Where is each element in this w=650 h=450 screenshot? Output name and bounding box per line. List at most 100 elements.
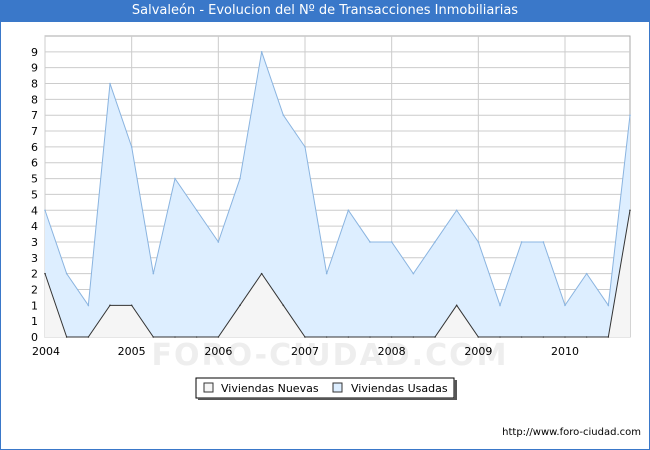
series-area-0 <box>45 210 630 337</box>
data-point <box>282 304 285 307</box>
legend-swatch-nuevas <box>203 382 214 393</box>
data-point <box>477 336 480 338</box>
data-point <box>477 241 480 243</box>
data-point <box>260 272 263 275</box>
data-point <box>195 209 198 212</box>
legend-label-nuevas: Viviendas Nuevas <box>221 382 319 395</box>
data-point <box>499 336 501 338</box>
legend-swatch-usadas <box>332 382 343 393</box>
data-point <box>542 336 545 338</box>
footer-url: http://www.foro-ciudad.com <box>502 427 641 438</box>
data-point <box>174 177 176 180</box>
data-point <box>239 177 241 180</box>
data-point <box>65 272 68 275</box>
y-tick-label: 1 <box>31 299 38 312</box>
data-point <box>152 336 155 338</box>
data-point <box>239 304 241 307</box>
watermark: FORO-CIUDAD.COM <box>152 338 509 373</box>
y-tick-label: 6 <box>31 141 38 154</box>
data-point <box>282 114 285 117</box>
data-point <box>109 304 111 307</box>
y-tick-label: 2 <box>31 268 38 281</box>
data-point <box>629 114 631 117</box>
data-point <box>455 209 458 212</box>
y-tick-label: 7 <box>31 109 38 122</box>
data-point <box>564 304 566 307</box>
data-point <box>520 241 523 243</box>
y-tick-label: 2 <box>31 283 38 296</box>
data-point <box>347 336 350 338</box>
series-layer <box>44 51 631 338</box>
y-tick-label: 1 <box>31 315 38 328</box>
data-point <box>412 272 415 275</box>
data-point <box>130 146 133 148</box>
data-point <box>455 304 458 307</box>
data-point <box>585 272 588 275</box>
x-tick-label: 2006 <box>204 345 232 358</box>
legend-shadow <box>454 380 457 400</box>
x-tick-label: 2009 <box>464 345 492 358</box>
y-tick-label: 3 <box>31 252 38 265</box>
data-point <box>347 209 350 212</box>
series-line-0 <box>44 210 631 338</box>
y-tick-label: 3 <box>31 236 38 249</box>
legend-label-usadas: Viviendas Usadas <box>351 382 448 395</box>
x-tick-label: 2004 <box>32 345 60 358</box>
data-point <box>607 336 610 338</box>
y-tick-label: 8 <box>31 78 38 91</box>
y-tick-label: 6 <box>31 157 38 170</box>
data-point <box>325 336 328 338</box>
y-tick-label: 5 <box>31 188 38 201</box>
data-point <box>260 51 263 53</box>
legend: Viviendas Nuevas Viviendas Usadas <box>195 377 457 400</box>
data-point <box>174 336 176 338</box>
y-tick-label: 9 <box>31 46 38 59</box>
data-point <box>44 209 46 212</box>
y-tick-label: 5 <box>31 173 38 186</box>
data-point <box>325 272 328 275</box>
data-point <box>369 241 371 243</box>
data-point <box>44 272 46 275</box>
y-tick-label: 4 <box>31 220 38 233</box>
data-point <box>585 336 588 338</box>
data-point <box>629 209 631 212</box>
data-point <box>87 304 90 307</box>
legend-shadow-bottom <box>198 398 457 400</box>
data-point <box>195 336 198 338</box>
data-point <box>130 304 133 307</box>
data-point <box>65 336 68 338</box>
y-tick-label: 0 <box>31 331 38 344</box>
data-point <box>412 336 415 338</box>
data-point <box>304 146 306 148</box>
x-tick-label: 2010 <box>551 345 579 358</box>
data-point <box>369 336 371 338</box>
data-point <box>217 241 220 243</box>
data-point <box>434 336 436 338</box>
data-point <box>542 241 545 243</box>
data-point <box>87 336 90 338</box>
data-point <box>390 241 393 243</box>
data-point <box>607 304 610 307</box>
data-point <box>564 336 566 338</box>
data-point <box>499 304 501 307</box>
data-point <box>217 336 220 338</box>
x-axis-ticks: 2004 2005 2006 2007 2008 2009 2010 <box>32 345 579 358</box>
data-point <box>434 241 436 243</box>
x-tick-label: 2005 <box>118 345 146 358</box>
y-tick-label: 7 <box>31 125 38 138</box>
y-tick-label: 8 <box>31 93 38 106</box>
y-tick-label: 9 <box>31 62 38 75</box>
data-point <box>109 82 111 85</box>
data-point <box>152 272 155 275</box>
y-axis-ticks: 0 1 1 2 2 3 3 4 4 5 5 6 6 7 7 8 8 9 9 <box>31 46 38 344</box>
data-point <box>304 336 306 338</box>
x-tick-label: 2008 <box>378 345 406 358</box>
series-area-1 <box>45 51 630 338</box>
data-point <box>390 336 393 338</box>
x-tick-label: 2007 <box>291 345 319 358</box>
y-tick-label: 4 <box>31 204 38 217</box>
series-line-1 <box>44 51 631 307</box>
data-point <box>520 336 523 338</box>
chart-title: Salvaleón - Evolucion del Nº de Transacc… <box>0 0 650 22</box>
